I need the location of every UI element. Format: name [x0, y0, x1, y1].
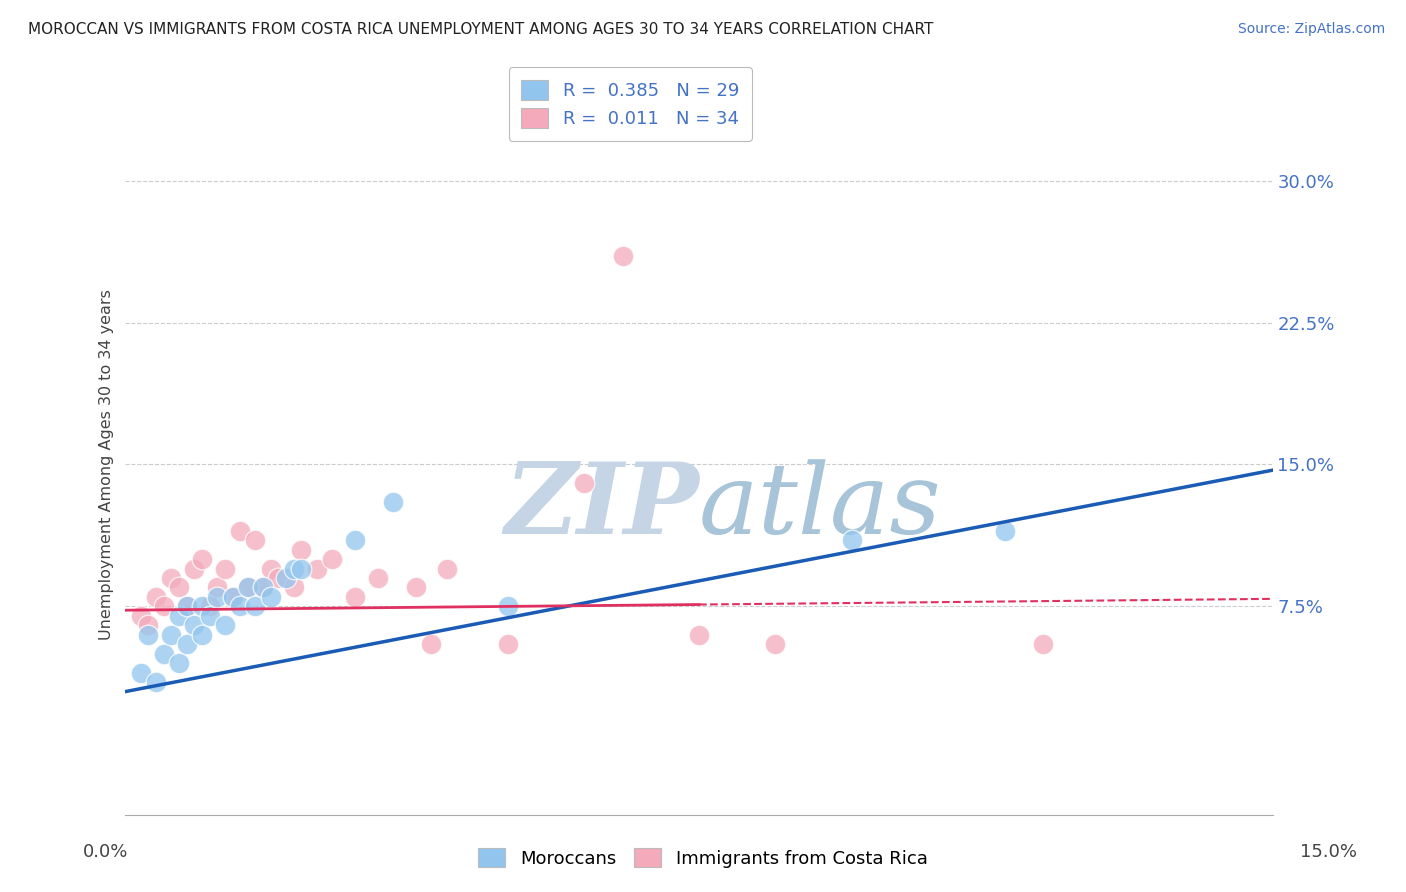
Point	[207, 590, 229, 604]
Point	[841, 533, 863, 548]
Point	[260, 561, 283, 575]
Point	[229, 599, 252, 614]
Text: 0.0%: 0.0%	[83, 843, 128, 861]
Point	[260, 590, 283, 604]
Point	[252, 581, 274, 595]
Point	[283, 561, 305, 575]
Point	[138, 628, 160, 642]
Point	[367, 571, 389, 585]
Point	[198, 608, 221, 623]
Point	[191, 599, 214, 614]
Point	[167, 581, 190, 595]
Point	[436, 561, 458, 575]
Point	[688, 628, 710, 642]
Point	[267, 571, 290, 585]
Point	[183, 561, 205, 575]
Point	[176, 599, 198, 614]
Point	[236, 581, 259, 595]
Point	[305, 561, 328, 575]
Point	[321, 552, 343, 566]
Point	[198, 599, 221, 614]
Point	[343, 533, 366, 548]
Point	[1032, 637, 1054, 651]
Point	[221, 590, 243, 604]
Point	[160, 628, 183, 642]
Point	[994, 524, 1017, 538]
Point	[160, 571, 183, 585]
Point	[145, 590, 167, 604]
Point	[405, 581, 427, 595]
Point	[176, 637, 198, 651]
Point	[245, 599, 267, 614]
Point	[496, 637, 519, 651]
Point	[176, 599, 198, 614]
Point	[290, 542, 312, 557]
Point	[183, 618, 205, 632]
Text: MOROCCAN VS IMMIGRANTS FROM COSTA RICA UNEMPLOYMENT AMONG AGES 30 TO 34 YEARS CO: MOROCCAN VS IMMIGRANTS FROM COSTA RICA U…	[28, 22, 934, 37]
Point	[343, 590, 366, 604]
Point	[191, 552, 214, 566]
Point	[283, 581, 305, 595]
Point	[152, 647, 174, 661]
Point	[229, 524, 252, 538]
Text: ZIP: ZIP	[503, 458, 699, 555]
Text: 15.0%: 15.0%	[1301, 843, 1357, 861]
Point	[214, 561, 236, 575]
Y-axis label: Unemployment Among Ages 30 to 34 years: Unemployment Among Ages 30 to 34 years	[100, 289, 114, 640]
Point	[138, 618, 160, 632]
Point	[167, 656, 190, 670]
Text: atlas: atlas	[699, 458, 942, 554]
Point	[252, 581, 274, 595]
Point	[496, 599, 519, 614]
Point	[290, 561, 312, 575]
Point	[191, 628, 214, 642]
Point	[420, 637, 443, 651]
Point	[129, 608, 152, 623]
Point	[612, 249, 634, 263]
Point	[152, 599, 174, 614]
Point	[221, 590, 243, 604]
Point	[207, 581, 229, 595]
Point	[274, 571, 297, 585]
Point	[574, 476, 596, 491]
Legend: Moroccans, Immigrants from Costa Rica: Moroccans, Immigrants from Costa Rica	[468, 837, 938, 879]
Point	[167, 608, 190, 623]
Point	[765, 637, 787, 651]
Point	[145, 675, 167, 690]
Point	[129, 665, 152, 680]
Point	[245, 533, 267, 548]
Point	[382, 495, 405, 509]
Legend: R =  0.385   N = 29, R =  0.011   N = 34: R = 0.385 N = 29, R = 0.011 N = 34	[509, 68, 752, 141]
Point	[214, 618, 236, 632]
Point	[236, 581, 259, 595]
Text: Source: ZipAtlas.com: Source: ZipAtlas.com	[1237, 22, 1385, 37]
